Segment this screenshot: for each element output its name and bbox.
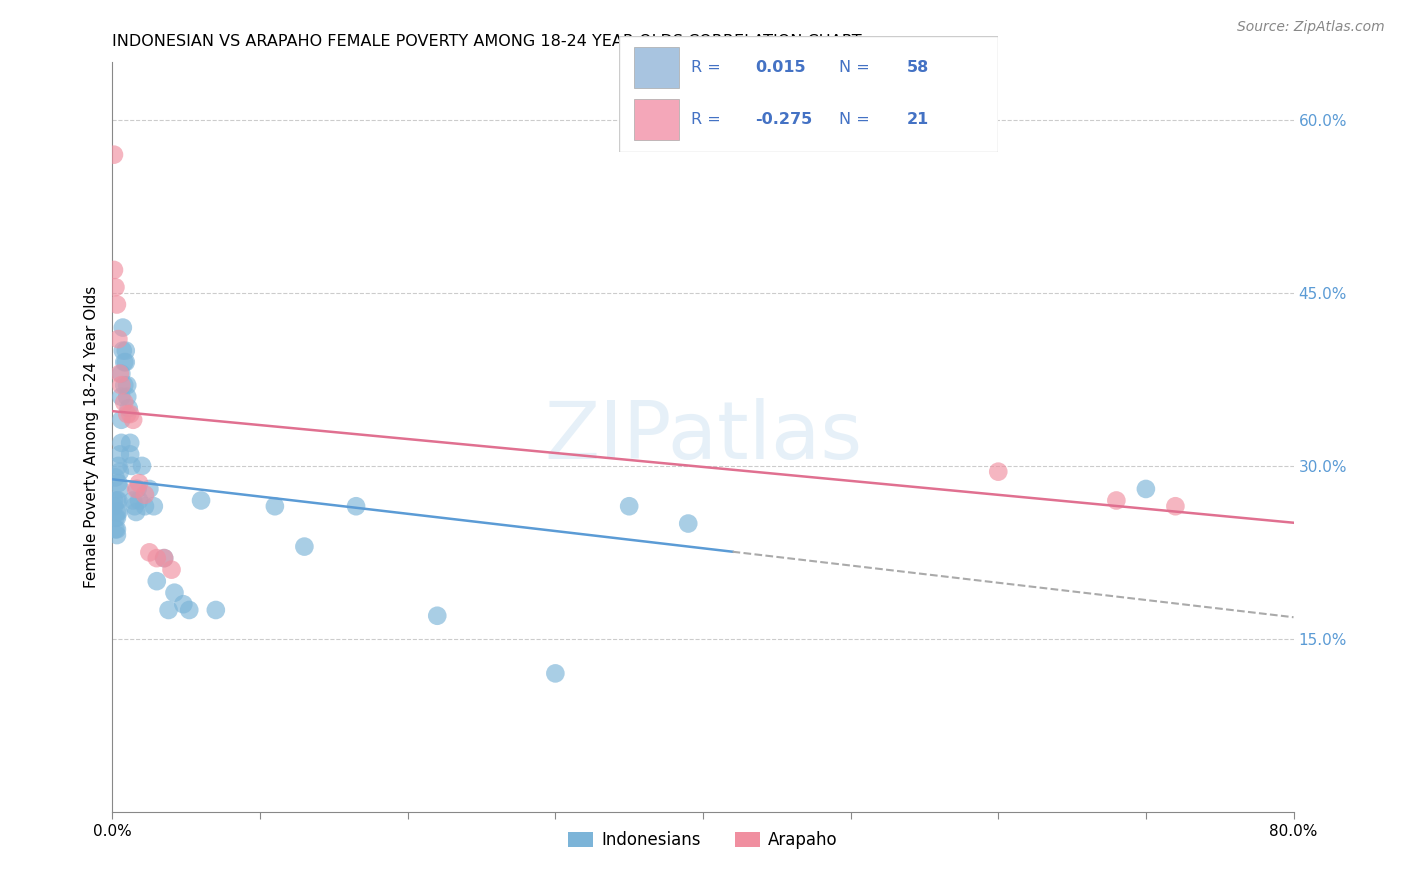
Bar: [634, 47, 679, 88]
Y-axis label: Female Poverty Among 18-24 Year Olds: Female Poverty Among 18-24 Year Olds: [83, 286, 98, 588]
Point: [138, 482, 160, 496]
Point: [114, 343, 136, 358]
Point: [125, 482, 148, 496]
Point: [146, 574, 169, 589]
Point: [111, 343, 134, 358]
Point: [124, 500, 146, 514]
Point: [125, 505, 148, 519]
Point: [1105, 493, 1128, 508]
Point: [131, 458, 153, 473]
Point: [134, 488, 156, 502]
Point: [103, 500, 125, 514]
Point: [110, 390, 132, 404]
Point: [104, 470, 127, 484]
Point: [205, 603, 228, 617]
Point: [103, 263, 125, 277]
Bar: [634, 99, 679, 140]
Text: 0.015: 0.015: [755, 60, 806, 75]
Point: [112, 355, 135, 369]
Point: [172, 597, 194, 611]
Point: [110, 435, 132, 450]
Point: [1164, 500, 1187, 514]
Point: [110, 367, 132, 381]
Point: [678, 516, 700, 531]
Point: [153, 551, 176, 566]
Point: [112, 395, 135, 409]
Legend: Indonesians, Arapaho: Indonesians, Arapaho: [562, 824, 844, 855]
Point: [190, 493, 212, 508]
Point: [108, 465, 131, 479]
Point: [142, 500, 165, 514]
Point: [138, 545, 160, 559]
Point: [157, 603, 180, 617]
Point: [108, 447, 131, 461]
Text: INDONESIAN VS ARAPAHO FEMALE POVERTY AMONG 18-24 YEAR OLDS CORRELATION CHART: INDONESIAN VS ARAPAHO FEMALE POVERTY AMO…: [112, 34, 862, 49]
Text: 21: 21: [907, 112, 929, 128]
Point: [110, 413, 132, 427]
Point: [104, 280, 127, 294]
Point: [120, 435, 142, 450]
Point: [122, 413, 145, 427]
Point: [114, 355, 136, 369]
Point: [117, 407, 138, 421]
Point: [108, 367, 131, 381]
Point: [105, 493, 128, 508]
Text: R =: R =: [690, 112, 725, 128]
Point: [292, 540, 315, 554]
Point: [107, 476, 129, 491]
Point: [153, 551, 176, 566]
Point: [118, 401, 141, 416]
Point: [128, 493, 150, 508]
Point: [344, 500, 367, 514]
Point: [108, 482, 131, 496]
Point: [105, 510, 128, 524]
Point: [619, 500, 641, 514]
Point: [121, 458, 143, 473]
Text: R =: R =: [690, 60, 725, 75]
Point: [987, 465, 1010, 479]
Point: [122, 493, 145, 508]
Point: [105, 522, 128, 536]
Point: [117, 378, 138, 392]
Point: [107, 332, 129, 346]
Point: [160, 563, 183, 577]
Point: [264, 500, 287, 514]
Point: [120, 447, 142, 461]
Point: [120, 407, 142, 421]
Point: [103, 493, 125, 508]
Point: [111, 320, 134, 334]
Point: [179, 603, 201, 617]
Point: [105, 528, 128, 542]
Point: [110, 378, 132, 392]
Point: [128, 476, 150, 491]
Point: [163, 585, 186, 599]
Point: [107, 505, 129, 519]
Point: [104, 522, 127, 536]
Point: [146, 551, 169, 566]
Text: 58: 58: [907, 60, 929, 75]
Point: [107, 458, 129, 473]
Point: [1135, 482, 1157, 496]
Point: [117, 390, 138, 404]
Point: [105, 505, 128, 519]
Point: [134, 500, 156, 514]
Text: N =: N =: [839, 112, 875, 128]
Point: [112, 378, 135, 392]
Text: Source: ZipAtlas.com: Source: ZipAtlas.com: [1237, 20, 1385, 34]
Point: [426, 608, 449, 623]
Point: [105, 297, 128, 311]
Point: [107, 493, 129, 508]
Point: [127, 482, 149, 496]
Text: N =: N =: [839, 60, 875, 75]
Text: -0.275: -0.275: [755, 112, 813, 128]
Point: [104, 510, 127, 524]
Text: ZIPatlas: ZIPatlas: [544, 398, 862, 476]
Point: [544, 666, 567, 681]
Point: [103, 147, 125, 161]
